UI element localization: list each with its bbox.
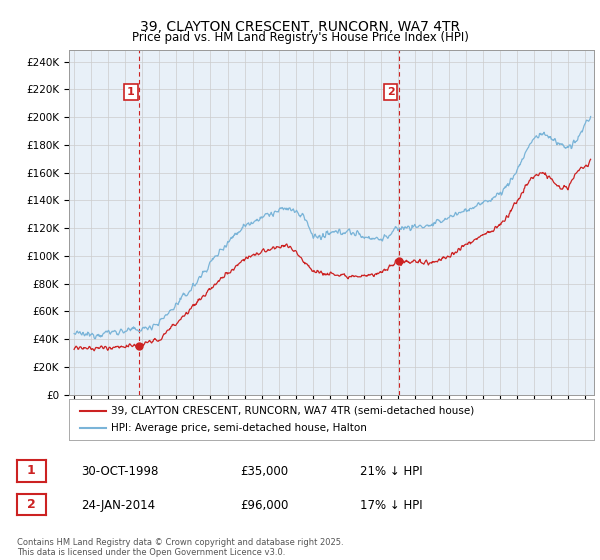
Text: Contains HM Land Registry data © Crown copyright and database right 2025.
This d: Contains HM Land Registry data © Crown c…: [17, 538, 343, 557]
Text: 17% ↓ HPI: 17% ↓ HPI: [360, 498, 422, 512]
Text: 39, CLAYTON CRESCENT, RUNCORN, WA7 4TR: 39, CLAYTON CRESCENT, RUNCORN, WA7 4TR: [140, 20, 460, 34]
Text: 2: 2: [27, 498, 35, 511]
Text: £35,000: £35,000: [240, 465, 288, 478]
Text: 30-OCT-1998: 30-OCT-1998: [81, 465, 158, 478]
Text: HPI: Average price, semi-detached house, Halton: HPI: Average price, semi-detached house,…: [111, 423, 367, 433]
Text: Price paid vs. HM Land Registry's House Price Index (HPI): Price paid vs. HM Land Registry's House …: [131, 31, 469, 44]
Text: 24-JAN-2014: 24-JAN-2014: [81, 498, 155, 512]
Text: 1: 1: [127, 87, 135, 97]
Text: 39, CLAYTON CRESCENT, RUNCORN, WA7 4TR (semi-detached house): 39, CLAYTON CRESCENT, RUNCORN, WA7 4TR (…: [111, 405, 474, 416]
Text: 2: 2: [387, 87, 395, 97]
Text: £96,000: £96,000: [240, 498, 289, 512]
Text: 1: 1: [27, 464, 35, 478]
Text: 21% ↓ HPI: 21% ↓ HPI: [360, 465, 422, 478]
